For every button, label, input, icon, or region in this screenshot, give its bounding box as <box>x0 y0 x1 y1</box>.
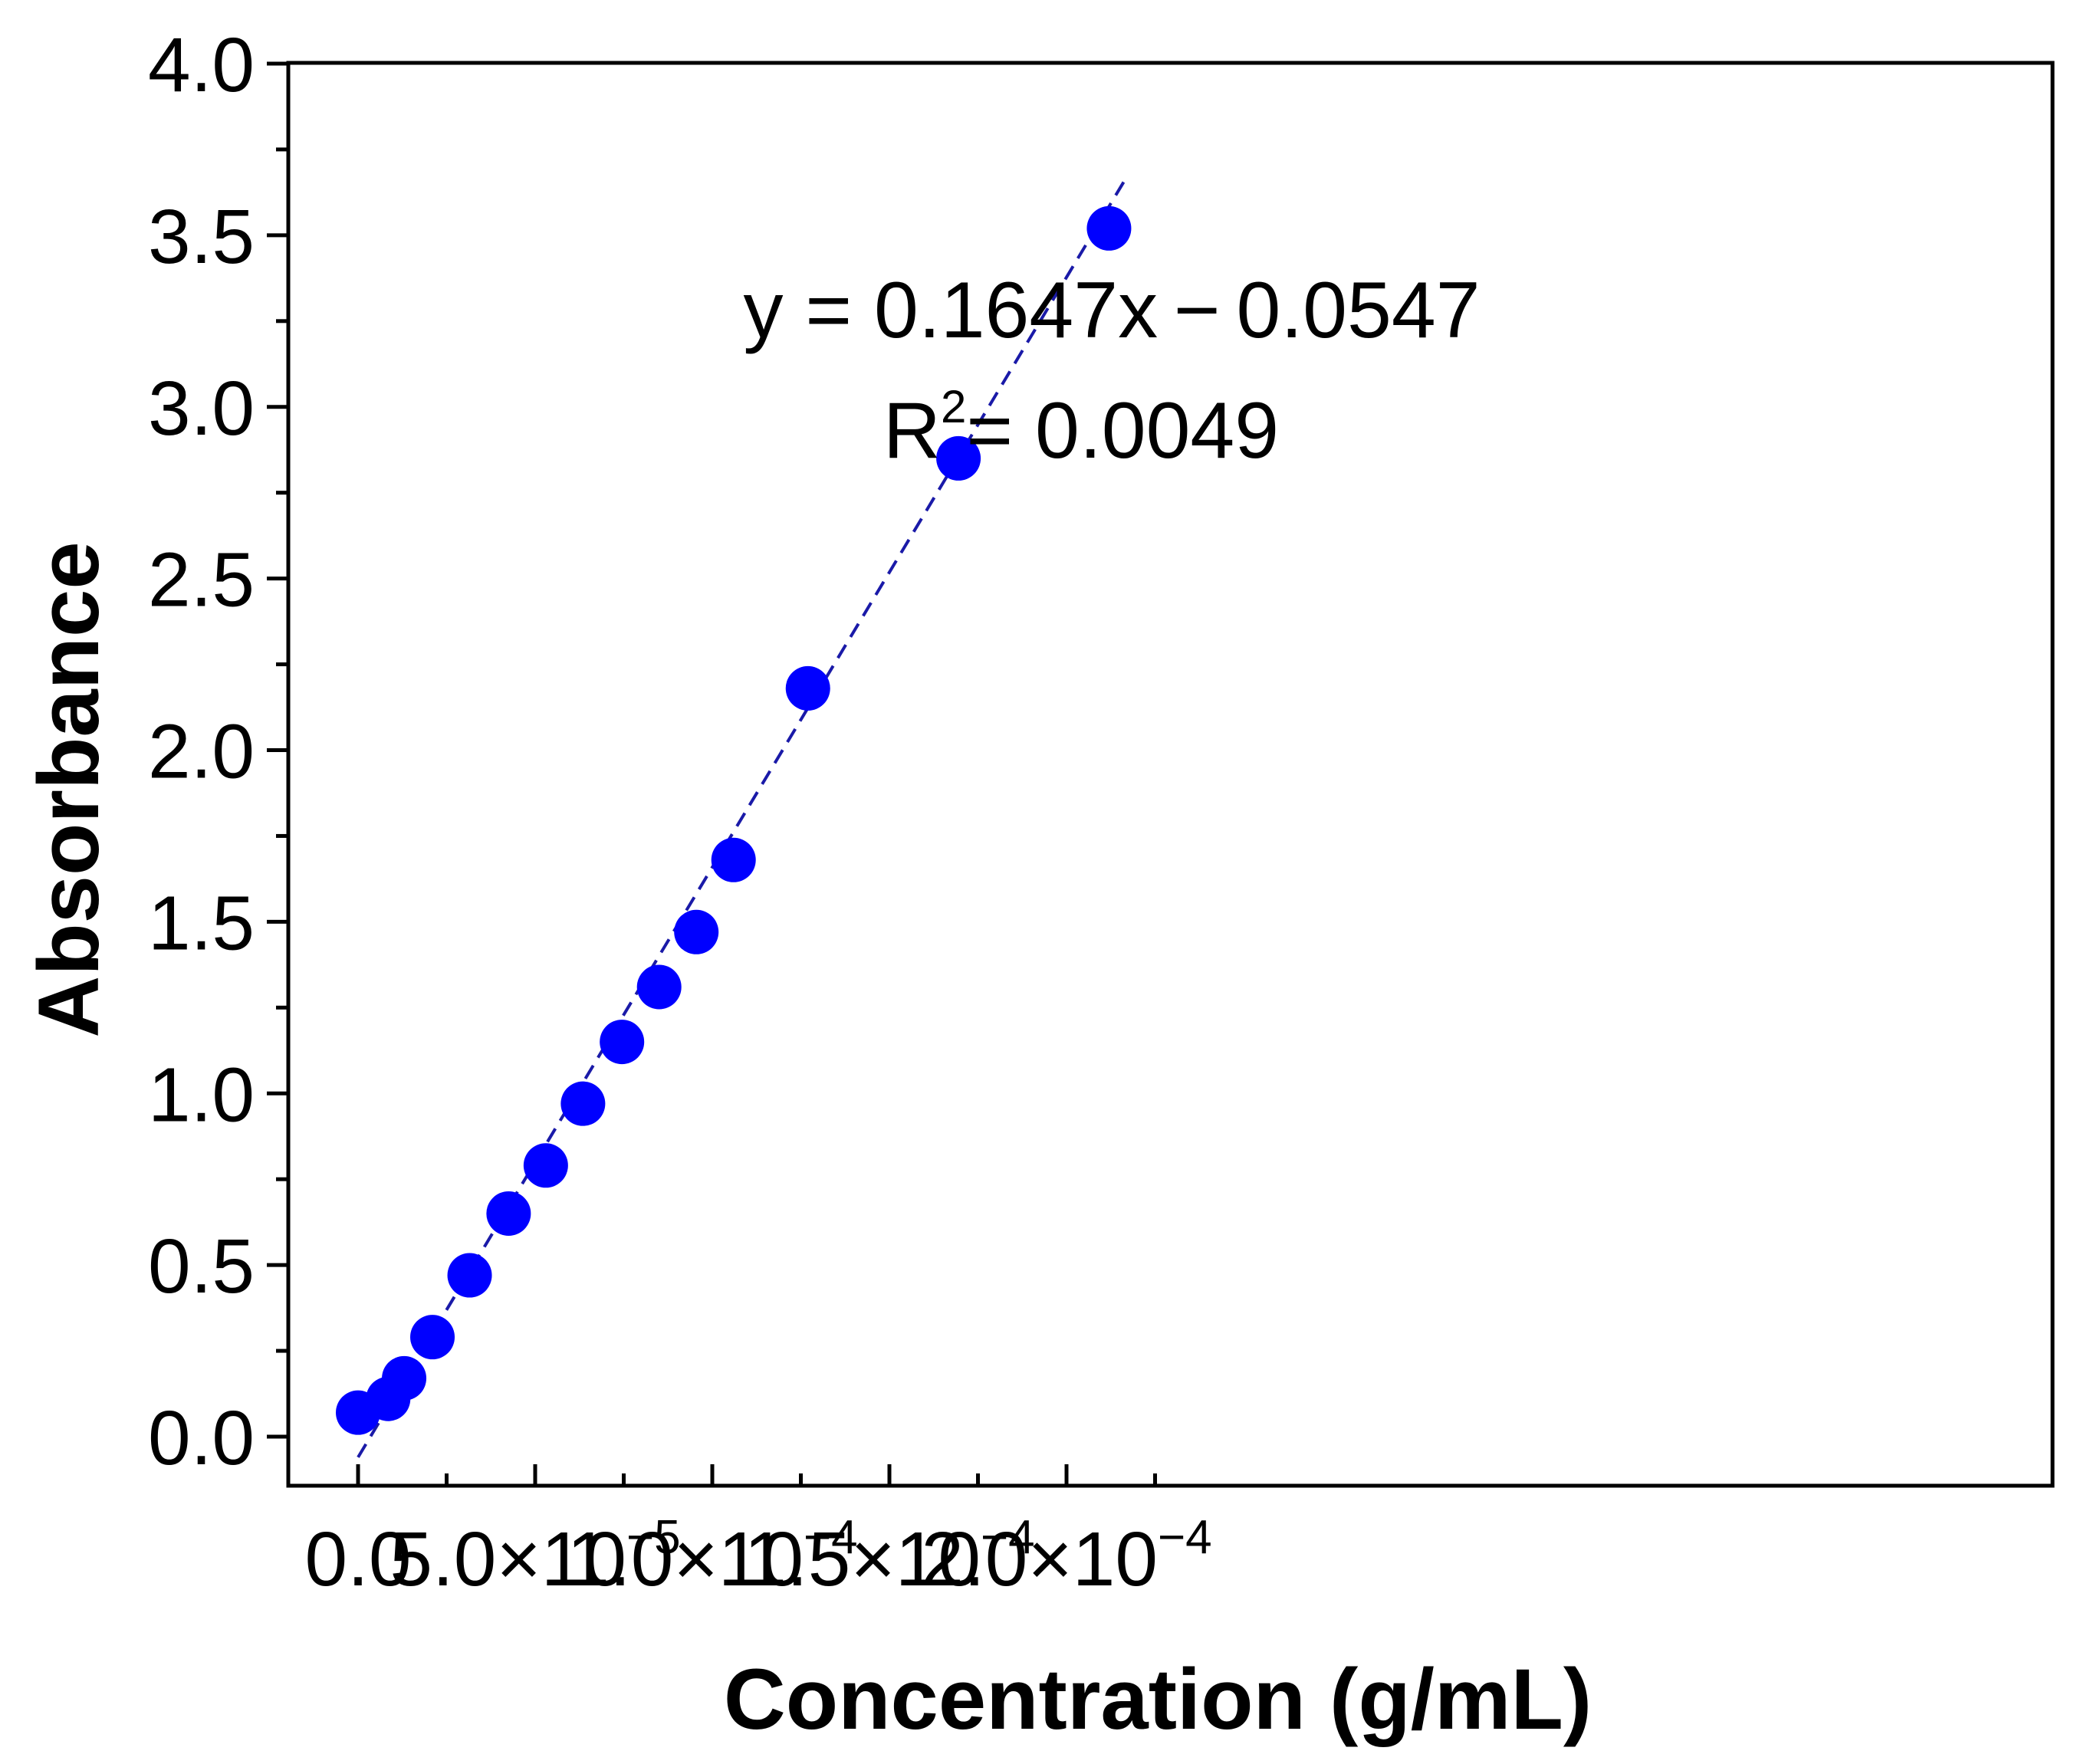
data-point <box>523 1143 568 1188</box>
y-tick-label: 3.0 <box>148 366 255 452</box>
points-layer <box>336 205 1132 1435</box>
r-squared-prefix: R <box>883 386 941 475</box>
plot-frame <box>286 61 2055 1488</box>
y-tick-label: 1.5 <box>148 880 255 966</box>
data-point <box>711 837 756 882</box>
r-squared: R2= 0.0049 <box>883 381 1279 475</box>
y-tick-label: 4.0 <box>148 22 255 108</box>
fit-equation: y = 0.1647x − 0.0547 <box>743 266 1480 355</box>
y-tick-label: 2.5 <box>148 537 255 623</box>
r-squared-superscript: 2 <box>941 381 966 432</box>
y-tick-label: 2.0 <box>148 709 255 795</box>
y-tick-label: 0.5 <box>148 1224 255 1309</box>
data-point <box>486 1191 531 1236</box>
y-tick-label: 1.0 <box>148 1052 255 1138</box>
data-point <box>600 1020 645 1065</box>
x-tick-label: 0.0 <box>304 1516 411 1602</box>
fit-line <box>357 176 1129 1458</box>
data-point <box>1086 205 1132 251</box>
data-point <box>674 909 719 954</box>
x-tick-label: 5.0×10−5 <box>389 1511 680 1602</box>
y-axis-title: Absorbance <box>21 541 117 1037</box>
ticks-layer <box>267 61 1157 1486</box>
data-point <box>936 435 981 481</box>
x-tick-label: 1.0×10−4 <box>567 1511 857 1602</box>
x-axis-title: Concentration (g/mL) <box>724 1651 1592 1747</box>
data-point <box>382 1355 427 1401</box>
data-point <box>785 665 830 711</box>
r-squared-value: = 0.0049 <box>966 386 1279 475</box>
y-tick-labels: 0.0 0.5 1.0 1.5 2.0 2.5 3.0 3.5 4.0 <box>148 22 255 1481</box>
x-tick-label: 2.0×10−4 <box>921 1511 1211 1602</box>
y-tick-label: 0.0 <box>148 1395 255 1481</box>
fit-layer <box>357 176 1129 1458</box>
data-point <box>636 964 682 1010</box>
data-point <box>410 1315 455 1360</box>
y-tick-label: 3.5 <box>148 194 255 280</box>
data-point <box>447 1253 492 1298</box>
x-tick-label: 1.5×10−4 <box>744 1511 1034 1602</box>
x-tick-labels: 0.05.0×10−51.0×10−41.5×10−42.0×10−4 <box>304 1511 1211 1602</box>
data-point <box>560 1081 606 1126</box>
